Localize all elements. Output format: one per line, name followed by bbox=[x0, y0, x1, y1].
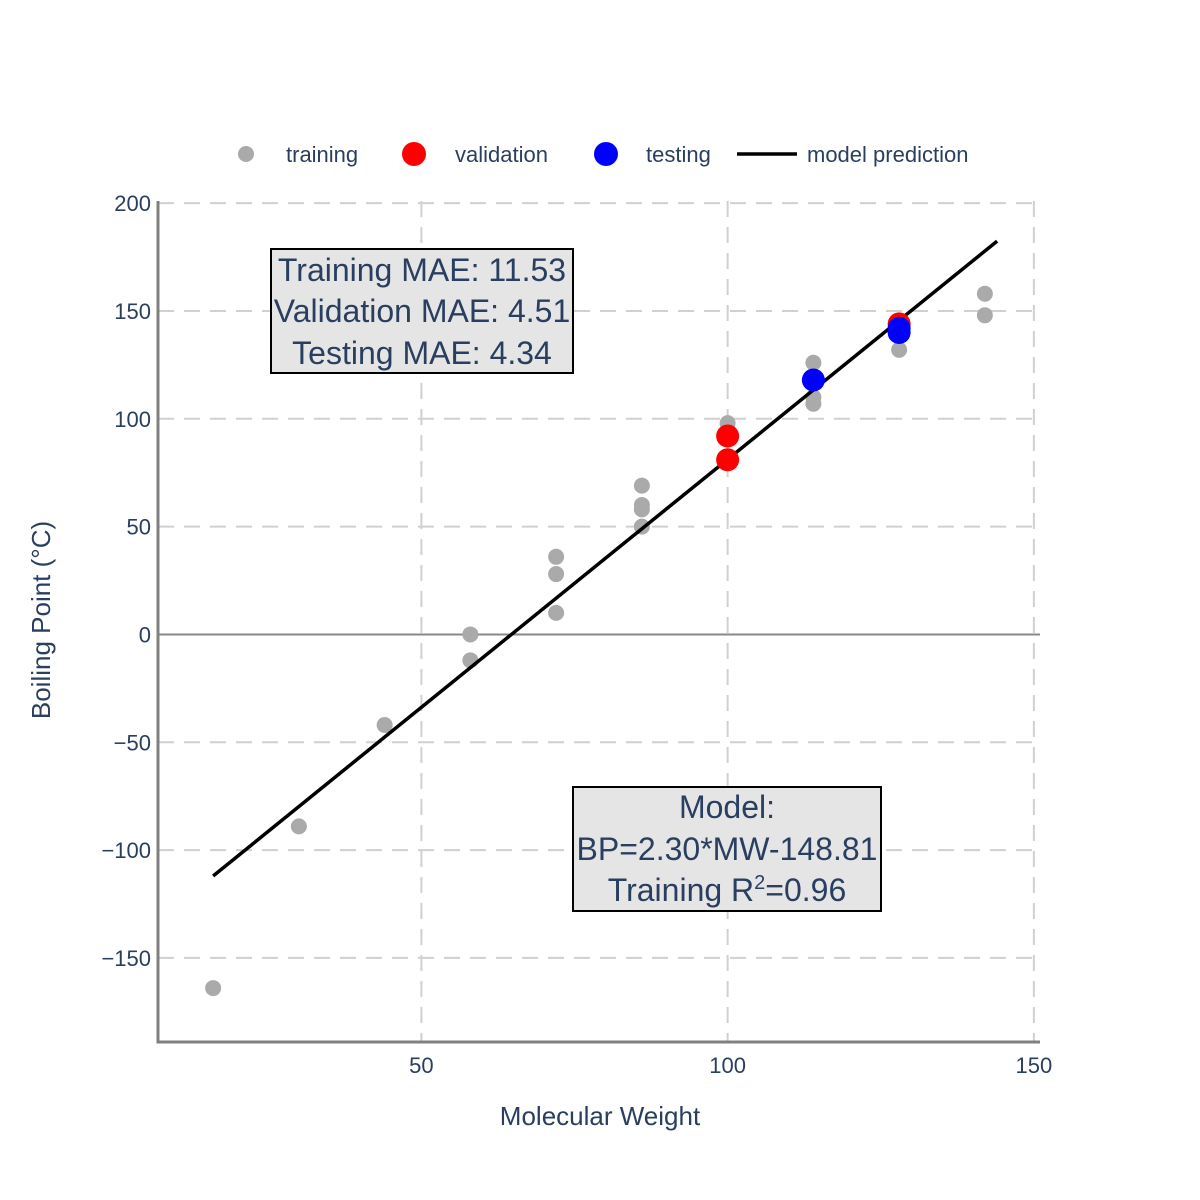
training-point bbox=[976, 285, 993, 302]
x-tick-label: 150 bbox=[1016, 1053, 1053, 1078]
training-point bbox=[290, 818, 307, 835]
legend-validation-marker bbox=[402, 142, 426, 166]
model-label-text: Model: bbox=[679, 789, 775, 825]
y-tick-label: 100 bbox=[114, 407, 151, 432]
training-point bbox=[633, 477, 650, 494]
training-point bbox=[548, 604, 565, 621]
y-tick-label: −150 bbox=[101, 946, 151, 971]
mae-validation-text: Validation MAE: 4.51 bbox=[274, 293, 570, 329]
y-tick-label: 150 bbox=[114, 299, 151, 324]
r2-prefix: Training R bbox=[608, 872, 754, 908]
training-point bbox=[891, 341, 908, 358]
training-point bbox=[805, 354, 822, 371]
legend-training-label: training bbox=[286, 142, 358, 167]
legend-testing-label: testing bbox=[646, 142, 711, 167]
model-r2-text: Training R2=0.96 bbox=[608, 872, 847, 908]
model-prediction-line bbox=[212, 239, 999, 878]
r2-suffix: =0.96 bbox=[765, 872, 846, 908]
legend-testing-marker bbox=[594, 142, 618, 166]
y-tick-label: 200 bbox=[114, 191, 151, 216]
legend-training-marker bbox=[238, 146, 254, 162]
testing-point bbox=[887, 321, 911, 345]
testing-point bbox=[801, 368, 825, 392]
training-point bbox=[633, 501, 650, 518]
data-marks bbox=[205, 239, 999, 997]
training-point bbox=[205, 980, 222, 997]
x-tick-label: 100 bbox=[709, 1053, 746, 1078]
r2-superscript: 2 bbox=[754, 872, 765, 894]
y-tick-labels: 200 150 100 50 0 −50 −100 −150 bbox=[101, 191, 151, 971]
mae-testing-text: Testing MAE: 4.34 bbox=[292, 335, 552, 371]
y-tick-label: 0 bbox=[139, 622, 151, 647]
training-point bbox=[548, 566, 565, 583]
x-tick-labels: 50 100 150 bbox=[409, 1053, 1052, 1078]
legend-validation-label: validation bbox=[455, 142, 548, 167]
y-tick-label: −100 bbox=[101, 838, 151, 863]
training-point bbox=[805, 395, 822, 412]
y-tick-label: 50 bbox=[127, 515, 151, 540]
grid-lines bbox=[158, 201, 1040, 1042]
x-tick-label: 50 bbox=[409, 1053, 433, 1078]
training-point bbox=[462, 626, 479, 643]
y-tick-label: −50 bbox=[114, 730, 151, 755]
training-point bbox=[376, 717, 393, 734]
y-axis-title: Boiling Point (°C) bbox=[26, 521, 56, 719]
mae-annotation-box: Training MAE: 11.53 Validation MAE: 4.51… bbox=[270, 248, 574, 374]
model-equation-text: BP=2.30*MW-148.81 bbox=[577, 831, 878, 867]
training-point bbox=[548, 548, 565, 565]
model-annotation-box: Model: BP=2.30*MW-148.81 Training R2=0.9… bbox=[572, 786, 882, 912]
training-point bbox=[976, 307, 993, 324]
x-axis-title: Molecular Weight bbox=[500, 1101, 701, 1131]
validation-point bbox=[716, 448, 740, 472]
mae-training-text: Training MAE: 11.53 bbox=[278, 252, 566, 288]
legend: training validation testing model predictio… bbox=[238, 142, 968, 167]
legend-model-label: model prediction bbox=[807, 142, 968, 167]
axes bbox=[156, 201, 1040, 1044]
validation-point bbox=[716, 424, 740, 448]
